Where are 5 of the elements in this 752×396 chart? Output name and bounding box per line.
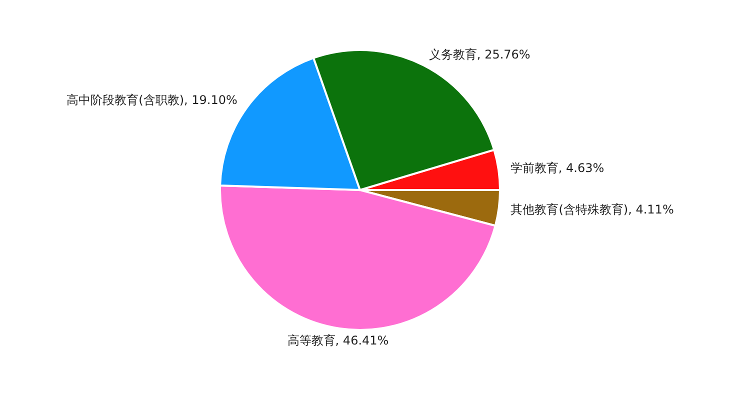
slice-label: 高等教育, 46.41% — [287, 333, 389, 348]
slice-label: 高中阶段教育(含职教), 19.10% — [66, 93, 238, 108]
slice-label: 其他教育(含特殊教育), 4.11% — [510, 202, 674, 217]
slice-label: 学前教育, 4.63% — [510, 160, 604, 175]
slice-label: 义务教育, 25.76% — [428, 48, 530, 62]
